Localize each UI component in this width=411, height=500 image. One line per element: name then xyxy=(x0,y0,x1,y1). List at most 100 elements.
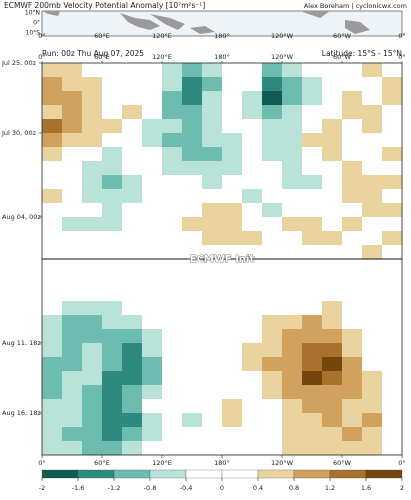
cell xyxy=(82,413,103,428)
cell xyxy=(162,231,183,246)
cell xyxy=(322,147,343,162)
colorbar-label: -0.8 xyxy=(144,484,157,492)
x-tick-label: 60°E xyxy=(94,53,110,61)
cell xyxy=(302,273,323,288)
cell xyxy=(162,441,183,456)
cell xyxy=(122,133,143,148)
cell xyxy=(282,413,303,428)
cell xyxy=(262,63,283,78)
cell xyxy=(222,189,243,204)
cell xyxy=(82,427,103,442)
cell xyxy=(342,441,363,456)
cell xyxy=(342,105,363,120)
cell xyxy=(142,245,163,260)
cell xyxy=(382,273,403,288)
x-tick-label: 0° xyxy=(398,53,405,61)
cell xyxy=(302,77,323,92)
cell xyxy=(182,399,203,414)
cell xyxy=(322,105,343,120)
cell xyxy=(142,427,163,442)
cell xyxy=(362,161,383,176)
lat-label: 10°N xyxy=(25,10,40,17)
cell xyxy=(62,413,83,428)
cell xyxy=(142,315,163,330)
cell xyxy=(122,399,143,414)
cell xyxy=(182,63,203,78)
cell xyxy=(142,329,163,344)
cell xyxy=(142,287,163,302)
cell xyxy=(322,343,343,358)
cell xyxy=(62,357,83,372)
cell xyxy=(382,217,403,232)
cell xyxy=(102,441,123,456)
cell xyxy=(82,63,103,78)
cell xyxy=(82,231,103,246)
cell xyxy=(322,161,343,176)
cell xyxy=(202,427,223,442)
cell xyxy=(242,399,263,414)
cell xyxy=(362,399,383,414)
cell xyxy=(122,217,143,232)
cell xyxy=(202,203,223,218)
colorbar-bin xyxy=(149,469,187,479)
cell xyxy=(242,343,263,358)
cell xyxy=(122,427,143,442)
cell xyxy=(82,357,103,372)
cell xyxy=(322,399,343,414)
cell xyxy=(162,147,183,162)
cell xyxy=(382,301,403,316)
cell xyxy=(82,301,103,316)
cell xyxy=(202,217,223,232)
cell xyxy=(202,245,223,260)
cell xyxy=(42,119,63,134)
cell xyxy=(342,119,363,134)
cell xyxy=(302,175,323,190)
cell xyxy=(342,203,363,218)
cell xyxy=(242,91,263,106)
cell xyxy=(102,119,123,134)
cell xyxy=(162,161,183,176)
cell xyxy=(242,245,263,260)
cell xyxy=(282,133,303,148)
cell xyxy=(262,371,283,386)
cell xyxy=(162,301,183,316)
cell xyxy=(362,175,383,190)
cell xyxy=(362,343,383,358)
cell xyxy=(202,231,223,246)
colorbar-label: 0 xyxy=(220,484,224,492)
subtitle-left: Run: 00z Thu Aug 07, 2025 xyxy=(42,49,144,58)
x-tick-label: 120°E xyxy=(152,459,172,467)
cell xyxy=(42,371,63,386)
cell xyxy=(342,427,363,442)
cell xyxy=(302,259,323,274)
cell xyxy=(322,175,343,190)
cell xyxy=(122,343,143,358)
cell xyxy=(42,203,63,218)
cell xyxy=(202,343,223,358)
cell xyxy=(302,105,323,120)
cell xyxy=(382,329,403,344)
cell xyxy=(322,189,343,204)
cell xyxy=(42,91,63,106)
cell xyxy=(122,147,143,162)
cell xyxy=(282,161,303,176)
cell xyxy=(102,189,123,204)
cell xyxy=(62,399,83,414)
cell xyxy=(342,217,363,232)
cell xyxy=(322,273,343,288)
cell xyxy=(122,315,143,330)
cell xyxy=(162,357,183,372)
cell xyxy=(362,217,383,232)
x-tick-label: 120°E xyxy=(152,53,172,61)
cell xyxy=(62,441,83,456)
cell xyxy=(282,259,303,274)
cell xyxy=(102,343,123,358)
cell xyxy=(142,91,163,106)
y-tick-label: Aug 16, 18z xyxy=(2,409,41,417)
cell xyxy=(342,357,363,372)
x-tick-label: 0° xyxy=(398,459,405,467)
cell xyxy=(62,175,83,190)
cell xyxy=(242,217,263,232)
cell xyxy=(102,91,123,106)
cell xyxy=(102,105,123,120)
